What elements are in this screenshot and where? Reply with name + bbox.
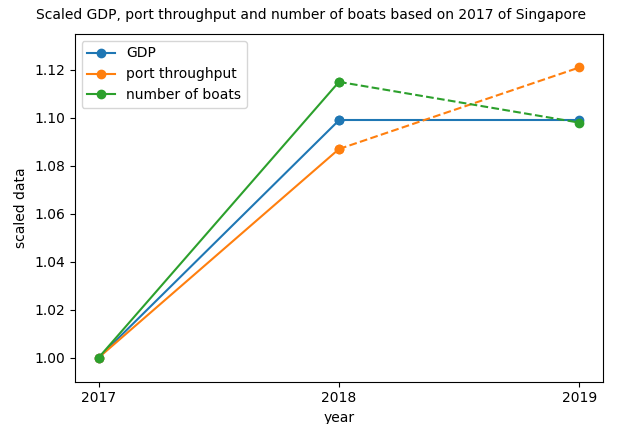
- Text: Scaled GDP, port throughput and number of boats based on 2017 of Singapore: Scaled GDP, port throughput and number o…: [36, 8, 586, 22]
- Legend: GDP, port throughput, number of boats: GDP, port throughput, number of boats: [81, 41, 246, 108]
- X-axis label: year: year: [323, 411, 355, 424]
- Y-axis label: scaled data: scaled data: [14, 167, 29, 248]
